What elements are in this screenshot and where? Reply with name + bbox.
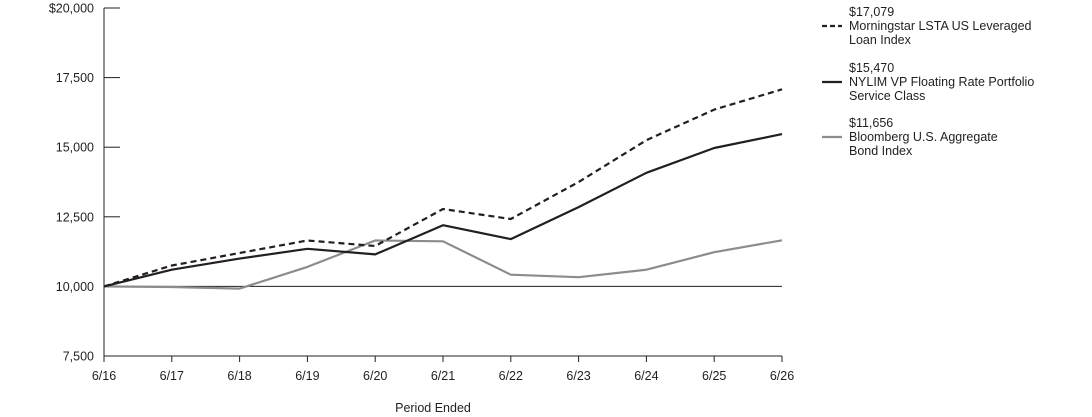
- series-line-1: [103, 133, 783, 288]
- legend-label-2: Bloomberg U.S. Aggregate: [849, 130, 998, 144]
- series-line-0: [103, 88, 783, 288]
- x-tick-label: 6/24: [634, 369, 658, 383]
- y-tick-label: 17,500: [56, 71, 94, 85]
- x-tick-label: 6/18: [227, 369, 251, 383]
- x-tick-label: 6/23: [566, 369, 590, 383]
- x-tick-label: 6/20: [363, 369, 387, 383]
- x-tick-label: 6/25: [702, 369, 726, 383]
- x-tick-label: 6/22: [499, 369, 523, 383]
- legend-label-0: Morningstar LSTA US Leveraged: [849, 19, 1032, 33]
- x-tick-label: 6/26: [770, 369, 794, 383]
- x-tick-label: 6/21: [431, 369, 455, 383]
- legend-label-1: NYLIM VP Floating Rate Portfolio: [849, 75, 1034, 89]
- series-line-2: [103, 239, 783, 290]
- x-tick-label: 6/19: [295, 369, 319, 383]
- y-axis-ticks: 7,500 10,000 12,500 15,000 17,500 $20,000: [49, 2, 120, 364]
- series-lines: [103, 88, 783, 290]
- y-tick-label: $20,000: [49, 2, 94, 16]
- y-tick-label: 12,500: [56, 210, 94, 224]
- x-axis-ticks: 6/16 6/17 6/18 6/19 6/20 6/21 6/22 6/23 6/24 6/25…: [92, 356, 794, 383]
- axes: [103, 8, 782, 357]
- y-tick-label: 10,000: [56, 280, 94, 294]
- legend-label-2: Bond Index: [849, 144, 913, 158]
- legend-label-1: Service Class: [849, 89, 925, 103]
- y-tick-label: 7,500: [63, 350, 94, 364]
- x-axis-title: Period Ended: [395, 401, 471, 415]
- y-tick-label: 15,000: [56, 141, 94, 155]
- x-tick-label: 6/17: [160, 369, 184, 383]
- legend-value-0: $17,079: [849, 5, 894, 19]
- x-tick-label: 6/16: [92, 369, 116, 383]
- legend-value-2: $11,656: [849, 116, 893, 130]
- legend-value-1: $15,470: [849, 61, 894, 75]
- legend-label-0: Loan Index: [849, 33, 912, 47]
